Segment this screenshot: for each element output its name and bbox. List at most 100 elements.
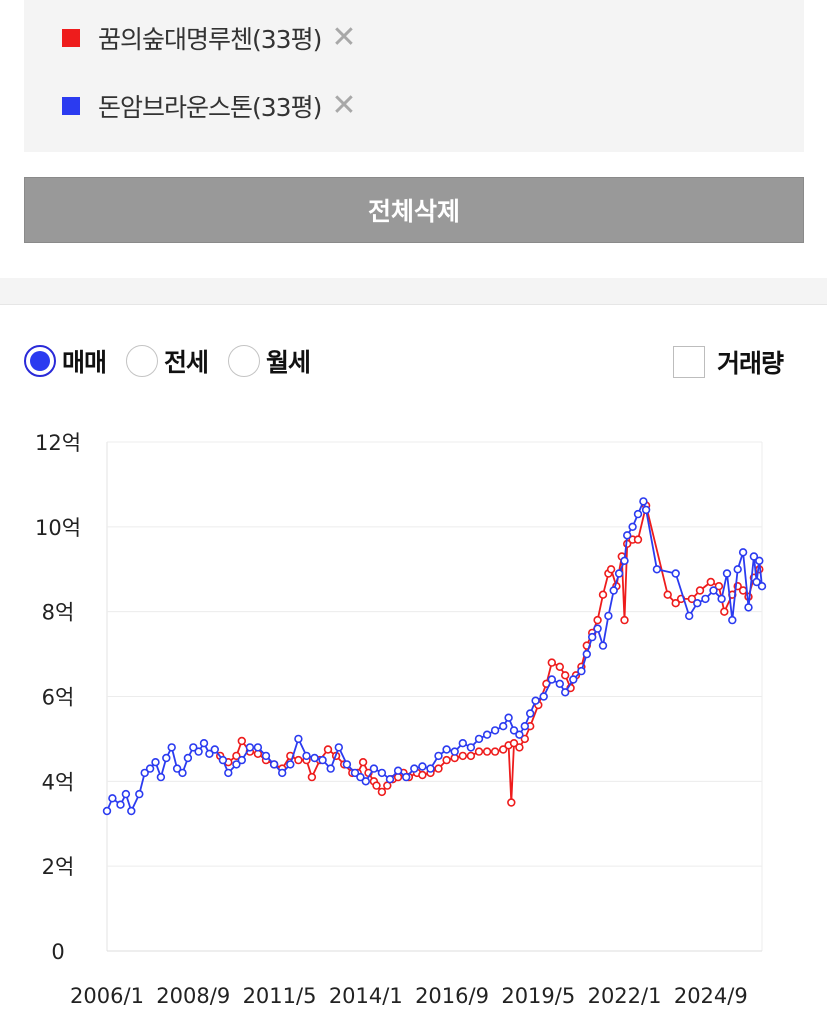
data-point[interactable] xyxy=(507,798,516,807)
data-point[interactable] xyxy=(286,760,295,769)
radio-sale[interactable] xyxy=(24,345,56,377)
data-point[interactable] xyxy=(418,762,427,771)
volume-toggle[interactable]: 거래량 xyxy=(672,344,784,380)
data-point[interactable] xyxy=(466,751,476,761)
data-point[interactable] xyxy=(224,768,233,778)
data-point[interactable] xyxy=(237,736,247,746)
data-point[interactable] xyxy=(598,641,608,650)
data-point[interactable] xyxy=(509,739,519,748)
data-point[interactable] xyxy=(728,615,737,625)
data-point[interactable] xyxy=(145,764,155,773)
data-point[interactable] xyxy=(520,734,529,744)
data-point[interactable] xyxy=(402,772,411,782)
data-point[interactable] xyxy=(515,730,524,739)
remove-icon[interactable]: ✕ xyxy=(331,88,357,123)
data-point[interactable] xyxy=(560,688,570,697)
data-point[interactable] xyxy=(199,739,209,748)
data-point[interactable] xyxy=(749,552,759,561)
data-point[interactable] xyxy=(350,768,360,778)
data-point[interactable] xyxy=(531,696,540,705)
data-point[interactable] xyxy=(385,775,395,784)
data-point[interactable] xyxy=(720,607,729,616)
data-point[interactable] xyxy=(569,675,578,684)
delete-all-button[interactable]: 전체삭제 xyxy=(24,177,804,243)
data-point[interactable] xyxy=(135,789,144,799)
data-point[interactable] xyxy=(178,768,187,778)
data-point[interactable] xyxy=(499,722,508,731)
data-point[interactable] xyxy=(482,730,492,739)
data-point[interactable] xyxy=(162,753,171,763)
data-point[interactable] xyxy=(442,745,451,754)
data-point[interactable] xyxy=(194,747,203,756)
data-point[interactable] xyxy=(684,611,694,621)
data-point[interactable] xyxy=(302,751,311,761)
data-point[interactable] xyxy=(714,582,724,591)
data-point[interactable] xyxy=(426,764,435,773)
data-point[interactable] xyxy=(490,726,500,735)
data-point[interactable] xyxy=(577,666,586,676)
data-point[interactable] xyxy=(393,766,403,775)
data-point[interactable] xyxy=(695,586,705,595)
data-point[interactable] xyxy=(237,755,247,765)
data-point[interactable] xyxy=(515,743,524,752)
data-point[interactable] xyxy=(652,565,662,574)
data-point[interactable] xyxy=(167,743,176,752)
data-point[interactable] xyxy=(641,505,651,515)
data-point[interactable] xyxy=(604,611,613,621)
data-point[interactable] xyxy=(609,586,618,595)
data-point[interactable] xyxy=(102,806,112,816)
data-point[interactable] xyxy=(639,497,648,506)
data-point[interactable] xyxy=(358,758,368,767)
data-point[interactable] xyxy=(116,800,125,809)
data-point[interactable] xyxy=(598,590,608,599)
data-point[interactable] xyxy=(127,806,136,816)
data-point[interactable] xyxy=(525,709,535,718)
data-point[interactable] xyxy=(593,615,602,625)
data-point[interactable] xyxy=(474,747,484,756)
data-point[interactable] xyxy=(253,743,263,752)
data-point[interactable] xyxy=(205,749,214,758)
data-point[interactable] xyxy=(310,753,319,763)
data-point[interactable] xyxy=(377,787,387,797)
data-point[interactable] xyxy=(709,586,718,595)
data-point[interactable] xyxy=(490,747,500,756)
data-point[interactable] xyxy=(555,679,564,688)
data-point[interactable] xyxy=(671,599,680,608)
data-point[interactable] xyxy=(450,747,459,756)
data-point[interactable] xyxy=(614,569,624,578)
data-point[interactable] xyxy=(555,662,564,671)
data-point[interactable] xyxy=(593,624,602,633)
data-point[interactable] xyxy=(156,772,166,782)
tab-sale[interactable]: 매매 xyxy=(24,343,107,379)
data-point[interactable] xyxy=(744,603,753,612)
data-point[interactable] xyxy=(294,755,303,765)
data-point[interactable] xyxy=(434,751,443,761)
data-point[interactable] xyxy=(671,569,680,578)
data-point[interactable] xyxy=(757,582,767,591)
data-point[interactable] xyxy=(509,726,519,735)
data-point[interactable] xyxy=(547,675,556,684)
data-point[interactable] xyxy=(361,777,370,786)
volume-checkbox[interactable] xyxy=(672,346,705,378)
data-point[interactable] xyxy=(738,586,748,595)
data-point[interactable] xyxy=(172,764,182,773)
data-point[interactable] xyxy=(369,764,379,773)
data-point[interactable] xyxy=(560,671,570,680)
data-point[interactable] xyxy=(622,531,632,540)
data-point[interactable] xyxy=(189,743,198,752)
data-point[interactable] xyxy=(278,768,287,778)
data-point[interactable] xyxy=(410,764,419,773)
remove-icon[interactable]: ✕ xyxy=(331,20,357,55)
data-point[interactable] xyxy=(326,764,335,773)
data-point[interactable] xyxy=(752,577,761,587)
data-point[interactable] xyxy=(755,556,764,566)
data-point[interactable] xyxy=(318,755,327,765)
data-point[interactable] xyxy=(121,789,131,799)
data-point[interactable] xyxy=(633,509,643,519)
data-point[interactable] xyxy=(717,594,726,604)
radio-monthly-rent[interactable] xyxy=(228,345,261,377)
data-point[interactable] xyxy=(693,599,702,608)
data-point[interactable] xyxy=(504,713,513,722)
data-point[interactable] xyxy=(334,743,343,752)
data-point[interactable] xyxy=(218,755,228,765)
